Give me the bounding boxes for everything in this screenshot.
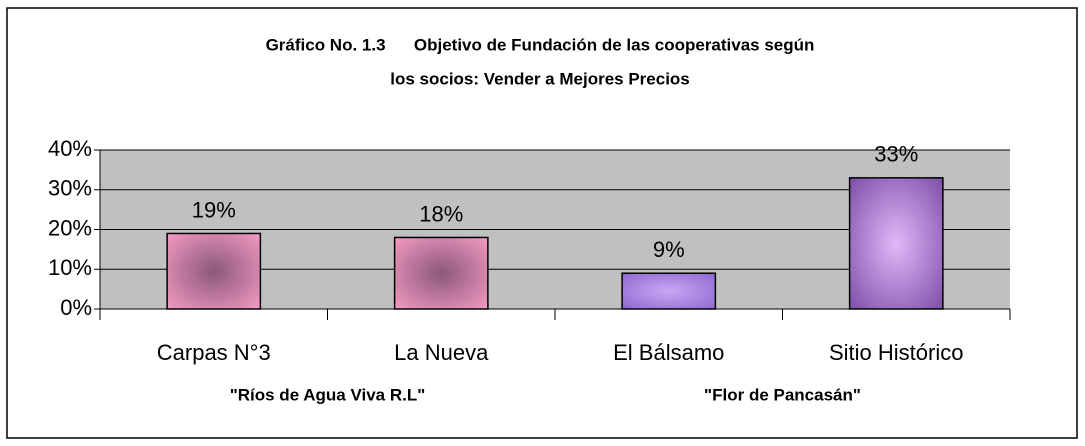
chart-title: los socios: Vender a Mejores Precios <box>390 69 690 88</box>
x-tick-label: El Bálsamo <box>613 340 724 365</box>
y-tick-label: 10% <box>48 255 92 280</box>
value-label: 19% <box>192 197 236 222</box>
group-label: "Flor de Pancasán" <box>704 385 861 404</box>
y-tick-label: 40% <box>48 136 92 161</box>
bar <box>166 232 262 310</box>
x-tick-label: Sitio Histórico <box>829 340 963 365</box>
value-label: 9% <box>653 237 685 262</box>
bar <box>848 177 944 310</box>
x-tick-label: La Nueva <box>394 340 489 365</box>
group-label: "Ríos de Agua Viva R.L" <box>230 385 426 404</box>
chart-title: Gráfico No. 1.3 Objetivo de Fundación de… <box>266 35 815 54</box>
y-tick-label: 20% <box>48 215 92 240</box>
value-label: 33% <box>874 142 918 167</box>
y-tick-label: 0% <box>60 295 92 320</box>
y-tick-label: 30% <box>48 176 92 201</box>
value-label: 18% <box>419 201 463 226</box>
x-tick-label: Carpas N°3 <box>157 340 271 365</box>
bar <box>393 236 489 310</box>
bar <box>621 272 717 310</box>
